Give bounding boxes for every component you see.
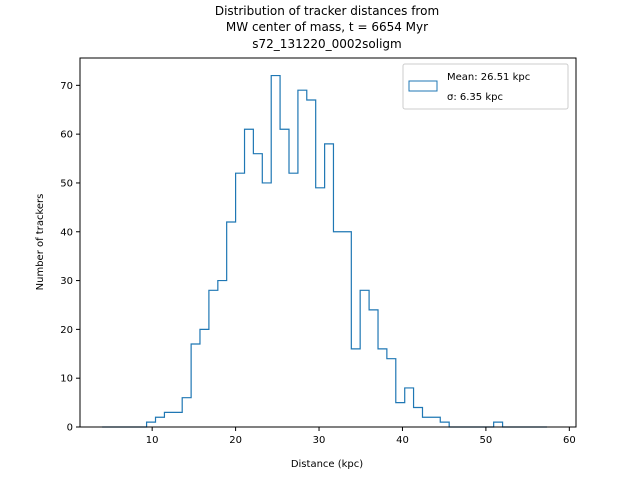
histogram-bin xyxy=(405,388,414,427)
y-tick-label: 60 xyxy=(60,130,73,141)
histogram-bin xyxy=(173,412,182,427)
histogram-bin xyxy=(218,281,227,427)
x-tick-label: 60 xyxy=(563,435,576,446)
y-tick-label: 40 xyxy=(60,227,73,238)
histogram-bin xyxy=(298,90,307,427)
histogram-bin xyxy=(351,349,360,427)
histogram-bin xyxy=(440,422,449,427)
x-tick-label: 50 xyxy=(480,435,493,446)
legend-swatch xyxy=(408,80,438,92)
legend-mean-label: Mean: 26.51 kpc xyxy=(447,72,530,83)
y-tick-label: 10 xyxy=(60,374,73,385)
histogram-bin xyxy=(431,417,440,427)
histogram-bin xyxy=(280,129,289,427)
histogram-bin xyxy=(289,173,298,427)
histogram-bin xyxy=(316,188,325,427)
histogram-bin xyxy=(494,422,503,427)
y-tick-label: 0 xyxy=(67,423,73,434)
y-tick-label: 30 xyxy=(60,276,73,287)
histogram-bin xyxy=(396,403,405,427)
histogram-bin xyxy=(236,173,245,427)
x-tick-label: 10 xyxy=(146,435,159,446)
title-line-2: MW center of mass, t = 6654 Myr xyxy=(226,20,428,34)
histogram-bin xyxy=(378,349,387,427)
histogram-bin xyxy=(414,407,423,427)
histogram-bin xyxy=(271,76,280,427)
histogram-bin xyxy=(325,144,334,427)
title-line-3: s72_131220_0002soligm xyxy=(252,37,401,51)
histogram-bin xyxy=(164,412,173,427)
axes-frame xyxy=(79,57,577,428)
histogram-bin xyxy=(369,310,378,427)
histogram-bin xyxy=(245,129,254,427)
histogram-bin xyxy=(182,398,191,427)
title-line-1: Distribution of tracker distances from xyxy=(215,4,439,18)
x-axis-label: Distance (kpc) xyxy=(291,459,363,470)
y-tick-label: 50 xyxy=(60,178,73,189)
histogram-bin xyxy=(333,232,342,427)
plot-area xyxy=(79,57,577,428)
y-axis-ticks: 0 10 20 30 40 50 60 70 xyxy=(60,81,80,434)
histogram-bin xyxy=(200,329,209,427)
histogram-bin xyxy=(387,359,396,427)
x-tick-label: 20 xyxy=(229,435,242,446)
legend-sigma-label: σ: 6.35 kpc xyxy=(447,92,503,103)
y-tick-label: 70 xyxy=(60,81,73,92)
x-tick-label: 40 xyxy=(396,435,409,446)
legend-box xyxy=(402,63,569,110)
y-tick-label: 20 xyxy=(60,325,73,336)
x-tick-label: 30 xyxy=(313,435,326,446)
histogram-outline xyxy=(102,74,548,428)
histogram-bin xyxy=(307,100,316,427)
histogram-bin xyxy=(227,222,236,427)
chart-title: Distribution of tracker distances from M… xyxy=(215,4,439,51)
y-axis-label: Number of trackers xyxy=(35,194,46,291)
histogram-bin xyxy=(253,154,262,427)
histogram-bin xyxy=(342,232,351,427)
histogram-bin xyxy=(422,417,431,427)
histogram-bin xyxy=(360,290,369,427)
legend: Mean: 26.51 kpc σ: 6.35 kpc xyxy=(402,63,569,110)
histogram-bin xyxy=(191,344,200,427)
histogram-bin xyxy=(262,183,271,427)
x-axis-ticks: 10 20 30 40 50 60 xyxy=(146,427,576,446)
histogram-bin xyxy=(156,417,165,427)
histogram-bin xyxy=(209,290,218,427)
histogram-bin xyxy=(147,422,156,427)
